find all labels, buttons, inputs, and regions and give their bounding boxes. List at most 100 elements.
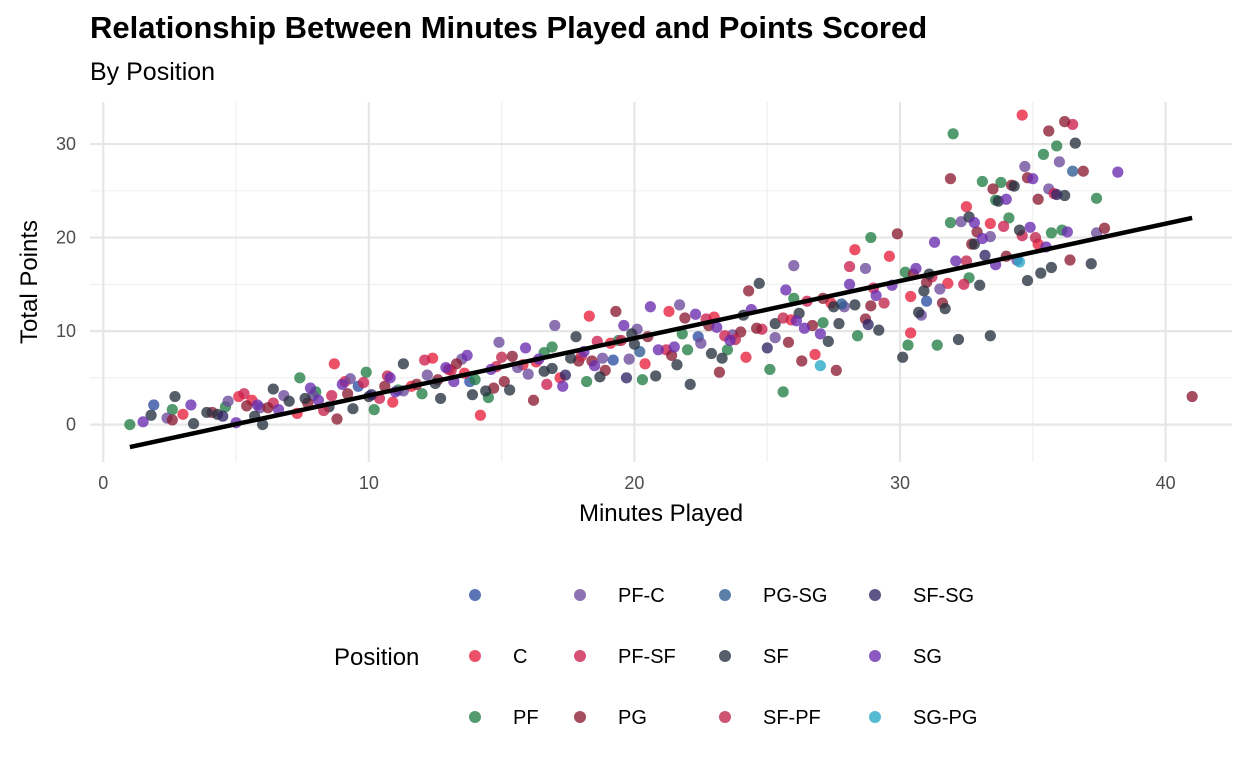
data-point <box>238 388 250 400</box>
data-point <box>790 315 803 327</box>
data-point <box>1069 137 1081 149</box>
data-point <box>705 347 718 360</box>
data-point <box>416 388 428 400</box>
data-point <box>671 359 683 371</box>
data-point <box>344 373 356 385</box>
legend-label: SG-PG <box>913 707 977 729</box>
data-point <box>918 285 930 297</box>
data-point <box>987 183 999 195</box>
legend-label: PF-SF <box>618 646 676 668</box>
data-point <box>950 255 962 267</box>
data-point <box>387 396 399 408</box>
legend-key <box>719 589 731 601</box>
data-point <box>546 341 558 353</box>
data-point <box>939 303 951 315</box>
data-point <box>506 350 518 362</box>
data-point <box>368 404 380 416</box>
data-point <box>257 418 269 431</box>
data-point <box>1013 256 1026 268</box>
data-point <box>251 399 263 411</box>
legend-key <box>469 589 481 601</box>
data-point <box>527 394 540 406</box>
axis-ticks: 0 10 20 30 40 0 10 20 30 <box>56 134 1176 493</box>
data-point <box>440 361 452 374</box>
data-point <box>480 385 492 397</box>
data-point <box>944 217 957 229</box>
data-point <box>1003 212 1015 224</box>
data-point <box>474 409 487 421</box>
data-point <box>1053 156 1065 168</box>
data-point <box>666 349 678 362</box>
data-point <box>347 403 359 415</box>
data-point <box>1008 180 1020 192</box>
legend-label: SF <box>763 646 789 668</box>
data-point <box>788 260 800 272</box>
data-point <box>493 336 505 348</box>
data-point <box>583 310 595 322</box>
y-tick-label: 0 <box>66 415 76 435</box>
data-point <box>1077 165 1089 177</box>
data-point <box>610 305 622 318</box>
data-point <box>769 318 781 330</box>
y-tick-label: 10 <box>56 321 76 341</box>
data-point <box>902 339 914 351</box>
data-point <box>469 374 481 386</box>
data-point <box>814 328 826 340</box>
data-point <box>450 358 463 370</box>
data-point <box>859 262 872 275</box>
data-point <box>581 375 593 388</box>
data-point <box>931 339 943 351</box>
data-point <box>721 344 733 356</box>
data-point <box>942 277 954 290</box>
data-point <box>1112 166 1124 178</box>
data-point <box>644 301 656 313</box>
data-point <box>817 317 829 329</box>
data-point <box>379 380 391 392</box>
data-point <box>124 418 136 431</box>
data-point <box>522 368 534 380</box>
data-point <box>620 372 633 384</box>
data-point <box>570 331 582 343</box>
data-point <box>461 349 473 362</box>
data-point <box>628 338 641 350</box>
data-point <box>676 328 688 340</box>
legend-key <box>869 589 881 601</box>
chart-subtitle: By Position <box>90 58 216 86</box>
data-point <box>1029 231 1042 244</box>
data-point <box>594 371 606 383</box>
data-point <box>1019 160 1031 173</box>
data-point <box>607 354 619 366</box>
data-point <box>897 351 909 363</box>
data-point <box>397 358 409 370</box>
data-point <box>419 354 431 366</box>
data-point <box>849 244 861 256</box>
data-point <box>1059 116 1071 128</box>
legend-key <box>469 650 481 662</box>
data-point <box>1043 125 1055 137</box>
data-point <box>865 300 877 312</box>
data-point <box>166 414 178 426</box>
data-point <box>1051 188 1063 201</box>
data-point <box>663 305 675 318</box>
data-point <box>1045 261 1058 274</box>
legend-label: C <box>513 646 527 668</box>
legend-key <box>574 711 586 723</box>
legend-key <box>574 589 586 601</box>
data-point <box>1186 390 1198 403</box>
data-point <box>796 355 808 367</box>
legend-key <box>719 711 731 723</box>
data-point <box>814 360 826 372</box>
data-point <box>623 353 635 365</box>
legend-key <box>869 711 881 723</box>
data-point <box>920 276 933 289</box>
data-point <box>222 395 234 407</box>
data-point <box>809 348 821 361</box>
data-point <box>1085 258 1097 270</box>
data-point <box>1016 109 1028 121</box>
data-point <box>862 318 874 331</box>
x-axis-title: Minutes Played <box>579 500 743 527</box>
legend-label: PF-C <box>618 585 665 607</box>
data-point <box>1000 193 1012 205</box>
data-point <box>984 330 996 342</box>
data-point <box>241 400 253 412</box>
